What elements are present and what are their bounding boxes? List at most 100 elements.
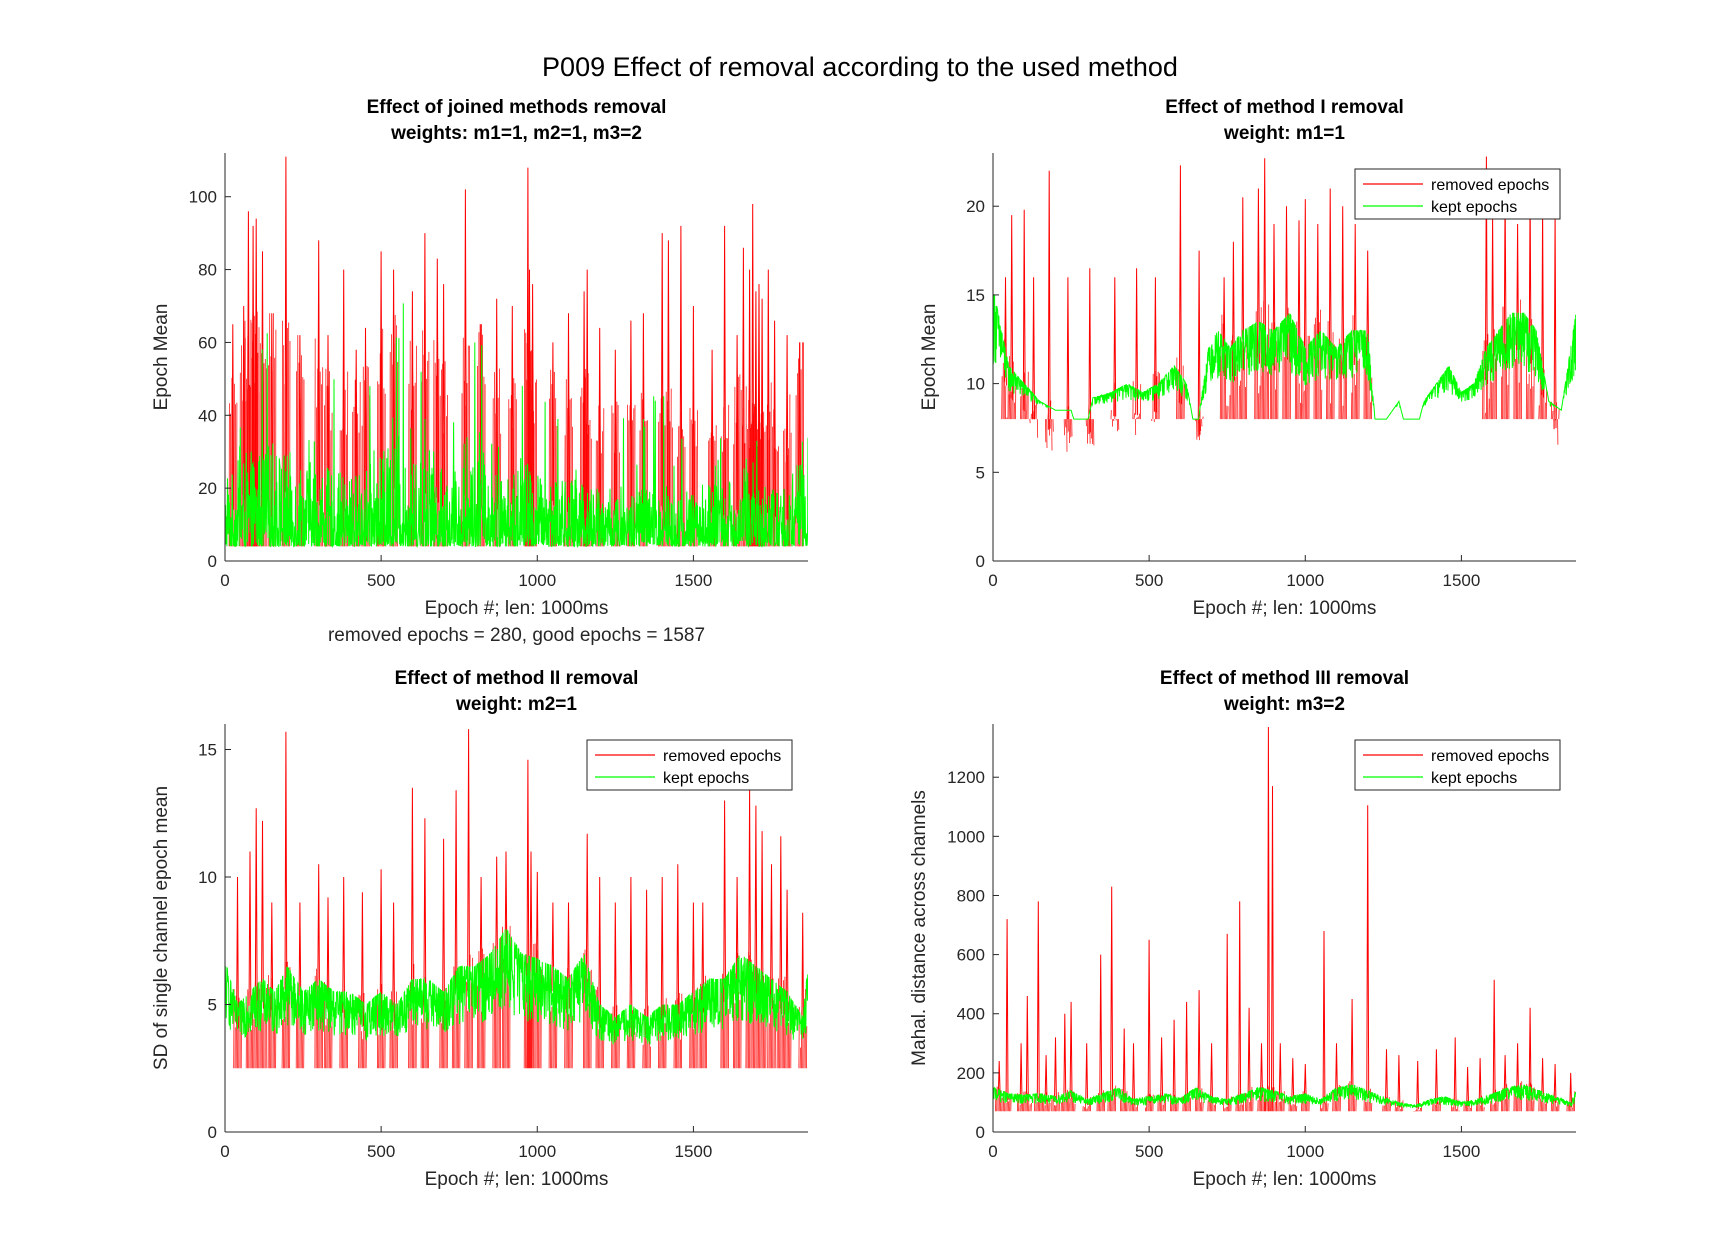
subplot-4: 0 500 1000 1500 0 200 400 600 800 1000 1200 Effect … — [909, 668, 1576, 1190]
removed-epoch-spike — [1005, 919, 1009, 1101]
removed-epoch-spike — [1271, 786, 1274, 1099]
removed-epoch-spike — [1260, 1043, 1263, 1097]
removed-epoch-spike — [551, 342, 555, 506]
removed-epoch-spike — [379, 869, 383, 1019]
removed-epoch-spike — [423, 818, 427, 1009]
x-axis-label: Epoch #; len: 1000ms — [1193, 1169, 1377, 1190]
removed-epoch-spike — [1322, 930, 1326, 1104]
removed-epoch-spike — [1328, 188, 1332, 379]
y-tick-label: 400 — [957, 1005, 985, 1024]
plot-area — [993, 156, 1576, 452]
subplot-subtitle: weight: m3=2 — [1223, 694, 1345, 715]
x-tick-label: 1500 — [674, 571, 712, 590]
removed-epoch-spike — [997, 1060, 1001, 1098]
plot-area — [993, 726, 1576, 1112]
removed-epoch-spike — [254, 808, 258, 1014]
subplot-subtitle: weight: m1=1 — [1223, 123, 1345, 144]
removed-epoch-spike — [1492, 979, 1496, 1101]
removed-epoch-spike — [551, 902, 555, 999]
subplot-title: Effect of method II removal — [395, 668, 639, 689]
removed-epoch-spike — [1397, 1055, 1401, 1108]
y-tick-label: 200 — [957, 1064, 985, 1083]
removed-epoch-spike — [1132, 1043, 1135, 1106]
removed-epoch-spike — [1069, 1001, 1073, 1099]
kept-epochs-series — [225, 929, 808, 1045]
removed-epoch-spike — [613, 902, 617, 1038]
figure-title: P009 Effect of removal according to the … — [542, 52, 1178, 82]
x-axis-label: Epoch #; len: 1000ms — [1193, 598, 1377, 619]
removed-epoch-spike — [1453, 1037, 1457, 1106]
legend-entry: kept epochs — [1431, 770, 1517, 787]
y-tick-label: 1200 — [947, 768, 985, 787]
y-tick-label: 5 — [208, 996, 217, 1015]
removed-epoch-spike — [454, 790, 458, 1003]
removed-epoch-spike — [1285, 206, 1288, 360]
removed-epoch-spike — [326, 335, 330, 509]
removed-epoch-spike — [1516, 1043, 1519, 1095]
x-axis-label: Epoch #; len: 1000ms — [425, 1169, 609, 1190]
removed-epoch-spike — [354, 349, 358, 511]
removed-epoch-spike — [598, 876, 602, 1029]
x-tick-label: 1500 — [1442, 571, 1480, 590]
legend: removed epochs kept epochs — [1354, 739, 1561, 791]
x-tick-label: 1000 — [518, 1142, 556, 1161]
plot-area — [225, 156, 808, 549]
removed-epoch-spike — [1478, 1058, 1482, 1105]
y-tick-label: 20 — [966, 197, 985, 216]
removed-epoch-spike — [284, 731, 288, 1002]
removed-epoch-spike — [1541, 1058, 1544, 1100]
y-tick-label: 1000 — [947, 827, 985, 846]
removed-epoch-spike — [1553, 209, 1557, 430]
y-tick-label: 5 — [976, 463, 985, 482]
kept-epochs-series — [993, 1084, 1576, 1109]
x-tick-label: 1000 — [1286, 1142, 1324, 1161]
removed-epoch-spike — [1232, 241, 1235, 381]
removed-epoch-spike — [1135, 268, 1139, 416]
removed-epoch-spike — [1036, 901, 1040, 1101]
y-tick-label: 0 — [208, 1123, 217, 1142]
removed-epoch-spike — [270, 902, 274, 1016]
removed-epoch-spike — [1366, 805, 1370, 1099]
removed-epoch-spike — [1297, 220, 1301, 374]
subplot-3: 0 500 1000 1500 0 5 10 15 Effect of method II re… — [151, 668, 808, 1190]
removed-epoch-spike — [1044, 1055, 1048, 1102]
removed-epoch-spike — [410, 787, 414, 1009]
removed-epoch-spike — [1185, 1001, 1188, 1101]
removed-epoch-spike — [1350, 998, 1354, 1094]
removed-epoch-spike — [1178, 165, 1182, 405]
removed-epoch-spike — [1503, 1055, 1507, 1097]
removed-epoch-spike — [1122, 1028, 1126, 1100]
y-tick-label: 10 — [966, 375, 985, 394]
y-tick-label: 15 — [966, 286, 985, 305]
subplot-2: 0 500 1000 1500 0 5 10 15 20 Effect of method I r… — [919, 97, 1576, 619]
removed-epoch-spike — [467, 729, 470, 999]
subplot-1: 0 500 1000 1500 0 20 40 60 80 100 Effect of joined… — [151, 97, 808, 646]
x-tick-label: 0 — [988, 1142, 997, 1161]
removed-epoch-spike — [1160, 1037, 1164, 1102]
removed-epoch-spike — [1247, 1007, 1251, 1099]
x-tick-label: 1000 — [518, 571, 556, 590]
removed-epoch-spike — [270, 313, 274, 492]
y-axis-label: Epoch Mean — [919, 304, 940, 411]
removed-epoch-spike — [1569, 1072, 1573, 1108]
removed-epoch-spike — [801, 912, 805, 1038]
removed-epoch-spike — [1172, 1019, 1176, 1103]
epoch-count-summary: removed epochs = 280, good epochs = 1587 — [328, 625, 705, 646]
removed-epoch-spike — [1353, 223, 1357, 371]
removed-epochs-series — [1001, 299, 1560, 452]
y-tick-label: 0 — [976, 1123, 985, 1142]
y-axis-label: Epoch Mean — [151, 304, 172, 411]
removed-epoch-spike — [1063, 1013, 1067, 1101]
removed-epoch-spike — [1088, 268, 1092, 434]
removed-epoch-spike — [1303, 1063, 1307, 1101]
y-tick-label: 20 — [198, 479, 217, 498]
removed-epoch-spike — [1291, 1058, 1295, 1103]
x-tick-label: 0 — [988, 571, 997, 590]
removed-epoch-spike — [1147, 939, 1151, 1103]
removed-epoch-spike — [526, 759, 530, 991]
y-tick-label: 10 — [198, 868, 217, 887]
removed-epoch-spike — [660, 876, 664, 1029]
kept-epochs-series — [225, 303, 808, 549]
